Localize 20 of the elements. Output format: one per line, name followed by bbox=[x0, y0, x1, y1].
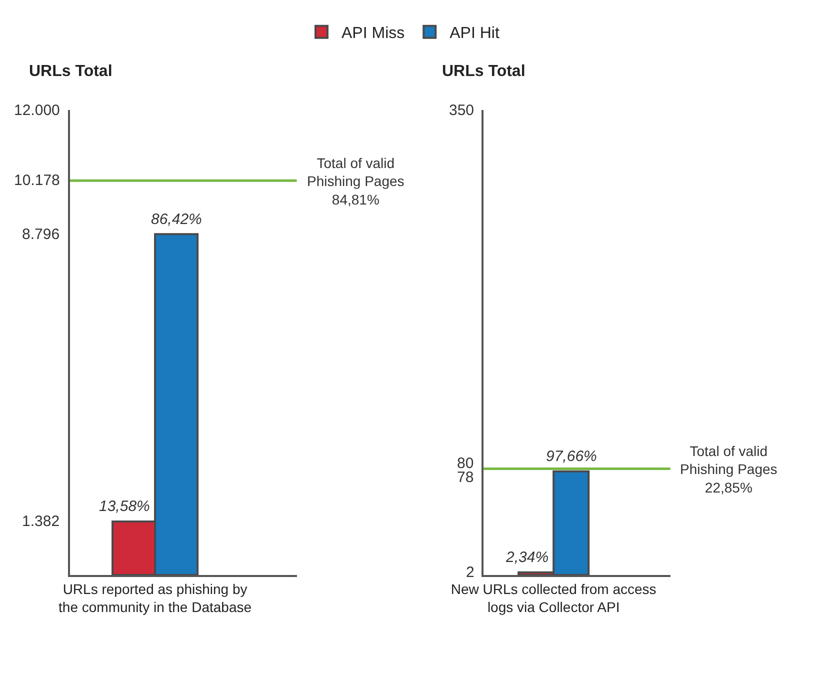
ref-line-label: Total of valid Phishing Pages 22,85% bbox=[680, 443, 778, 496]
annotation: 97,66% bbox=[546, 448, 597, 465]
annotation: 13,58% bbox=[99, 498, 150, 515]
annotation: 86,42% bbox=[151, 211, 202, 228]
legend-label: API Miss bbox=[342, 25, 405, 42]
y-axis-title: URLs Total bbox=[442, 63, 526, 80]
y-tick-label: 10.178 bbox=[14, 172, 60, 189]
y-tick-label: 1.382 bbox=[22, 513, 60, 530]
x-tick-label: New URLs collected from access logs via Collector API bbox=[450, 580, 656, 615]
y-tick-label: 12.000 bbox=[14, 102, 60, 119]
y-axis-title: URLs Total bbox=[29, 63, 112, 80]
y-tick-label: 350 bbox=[449, 102, 474, 119]
y-tick-label: 80 bbox=[457, 455, 474, 472]
legend-label: API Hit bbox=[450, 25, 500, 42]
ref-line-label: Total of valid Phishing Pages 84,81% bbox=[307, 155, 404, 208]
x-tick-label: URLs reported as phishing by the community in the Database bbox=[58, 580, 252, 615]
y-tick-label: 2 bbox=[466, 564, 474, 581]
y-tick-label: 78 bbox=[457, 469, 474, 486]
y-tick-label: 8.796 bbox=[22, 226, 60, 243]
annotation: 2,34% bbox=[505, 549, 549, 566]
